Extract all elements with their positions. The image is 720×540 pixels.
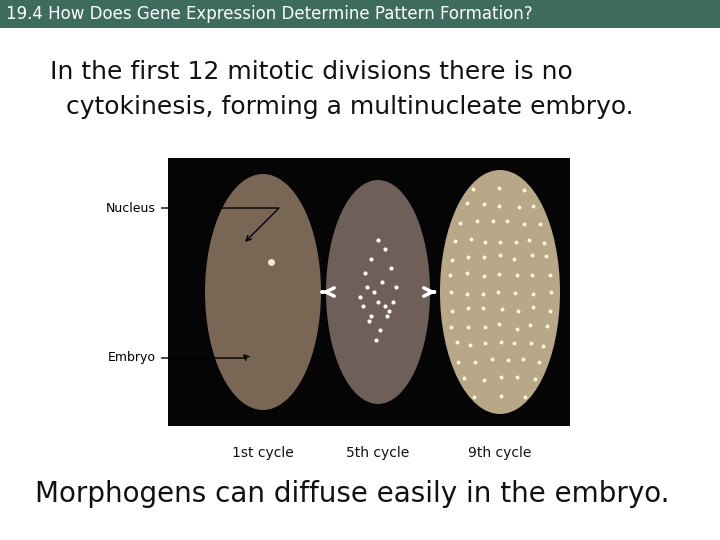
Text: 9th cycle: 9th cycle	[468, 446, 531, 460]
Ellipse shape	[326, 180, 430, 404]
Text: 5th cycle: 5th cycle	[346, 446, 410, 460]
Text: In the first 12 mitotic divisions there is no: In the first 12 mitotic divisions there …	[50, 60, 572, 84]
Text: 1st cycle: 1st cycle	[232, 446, 294, 460]
Text: Morphogens can diffuse easily in the embryo.: Morphogens can diffuse easily in the emb…	[35, 480, 670, 508]
Bar	[168, 158, 570, 426]
Text: 19.4 How Does Gene Expression Determine Pattern Formation?: 19.4 How Does Gene Expression Determine …	[6, 5, 533, 23]
Text: cytokinesis, forming a multinucleate embryo.: cytokinesis, forming a multinucleate emb…	[50, 95, 634, 119]
Bar	[0, 0, 720, 28]
Text: Embryo: Embryo	[108, 352, 249, 365]
Ellipse shape	[440, 170, 560, 414]
Ellipse shape	[205, 174, 321, 410]
Text: Nucleus: Nucleus	[106, 201, 279, 241]
